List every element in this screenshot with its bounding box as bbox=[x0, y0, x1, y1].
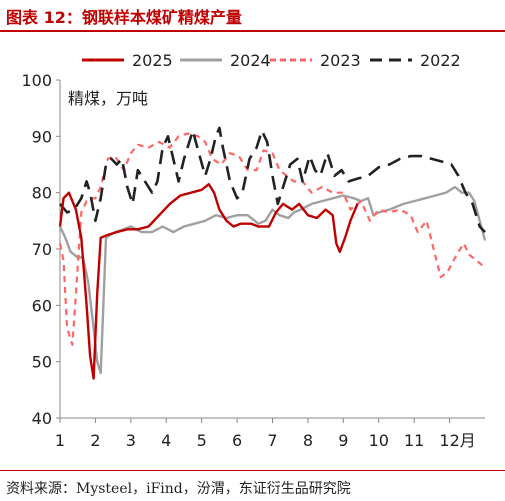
series-group bbox=[58, 126, 487, 380]
legend: 2025 2024 2023 2022 bbox=[82, 51, 461, 70]
series-line-2025 bbox=[58, 183, 359, 380]
x-tick-label: 8 bbox=[303, 431, 313, 450]
x-tick-label: 7 bbox=[267, 431, 277, 450]
y-tick-label: 100 bbox=[21, 71, 52, 90]
x-tick-label: 9 bbox=[338, 431, 348, 450]
y-tick-label: 80 bbox=[32, 184, 52, 203]
source-note: 资料来源：Mysteel，iFind，汾渭，东证衍生品研究院 bbox=[6, 481, 351, 497]
y-tick-label: 50 bbox=[32, 353, 52, 372]
figure-title: 图表 12：钢联样本煤矿精煤产量 bbox=[6, 8, 242, 27]
x-tick-label: 11 bbox=[404, 431, 424, 450]
title-rule bbox=[0, 30, 505, 32]
x-tick-label: 4 bbox=[161, 431, 171, 450]
x-tick-label: 6 bbox=[232, 431, 242, 450]
legend-label-2023: 2023 bbox=[320, 51, 361, 70]
y-tick-label: 60 bbox=[32, 296, 52, 315]
source-rule bbox=[0, 470, 505, 471]
x-tick-label: 10 bbox=[369, 431, 389, 450]
y-axis-unit-label: 精煤，万吨 bbox=[68, 89, 148, 108]
x-tick-label: 3 bbox=[126, 431, 136, 450]
y-tick-label: 40 bbox=[32, 409, 52, 428]
x-tick-label: 1 bbox=[55, 431, 65, 450]
series-line-2024 bbox=[58, 185, 487, 375]
axes: 40 50 60 70 80 90 100 1 2 3 4 5 6 7 8 9 10 11 12月 bbox=[21, 71, 485, 450]
x-tick-label: 2 bbox=[90, 431, 100, 450]
y-tick-label: 70 bbox=[32, 240, 52, 259]
chart: 2025 2024 2023 2022 40 50 60 70 80 90 100 1 2 3 4 5 6 7 8… bbox=[21, 51, 487, 450]
legend-label-2025: 2025 bbox=[132, 51, 173, 70]
y-tick-label: 90 bbox=[32, 127, 52, 146]
x-tick-label: 12月 bbox=[439, 431, 475, 450]
legend-label-2022: 2022 bbox=[420, 51, 461, 70]
series-line-2023 bbox=[58, 132, 484, 346]
x-tick-label: 5 bbox=[197, 431, 207, 450]
series-line-2022 bbox=[59, 126, 486, 233]
legend-label-2024: 2024 bbox=[230, 51, 271, 70]
